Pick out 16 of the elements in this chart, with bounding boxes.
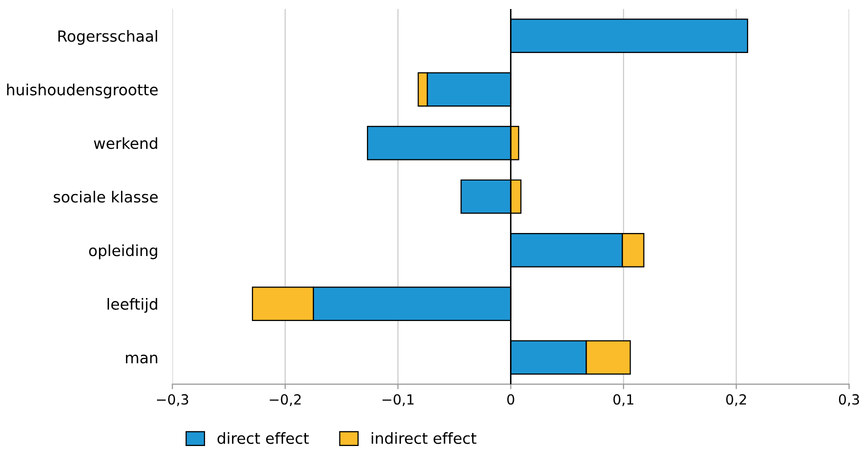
legend-label: direct effect <box>218 432 309 444</box>
x-tick-label: 0,3 <box>838 394 859 406</box>
y-tick-label: man <box>126 354 158 364</box>
x-tick-label: 0,1 <box>613 394 634 406</box>
y-tick-label: werkend <box>94 137 158 150</box>
y-tick-label: huishoudensgrootte <box>7 84 158 98</box>
y-tick-label: opleiding <box>89 244 158 260</box>
y-tick-label: sociale klasse <box>54 190 158 203</box>
x-tick-label: −0,2 <box>270 394 301 406</box>
x-tick-label: 0 <box>507 394 514 405</box>
x-tick-label: −0,1 <box>382 394 414 406</box>
y-tick-label: Rogersschaal <box>58 30 158 45</box>
legend-label: indirect effect <box>372 432 476 444</box>
x-tick-label: −0,3 <box>157 394 188 406</box>
x-tick-label: 0,2 <box>726 394 746 406</box>
y-tick-label: leeftijd <box>108 298 158 313</box>
